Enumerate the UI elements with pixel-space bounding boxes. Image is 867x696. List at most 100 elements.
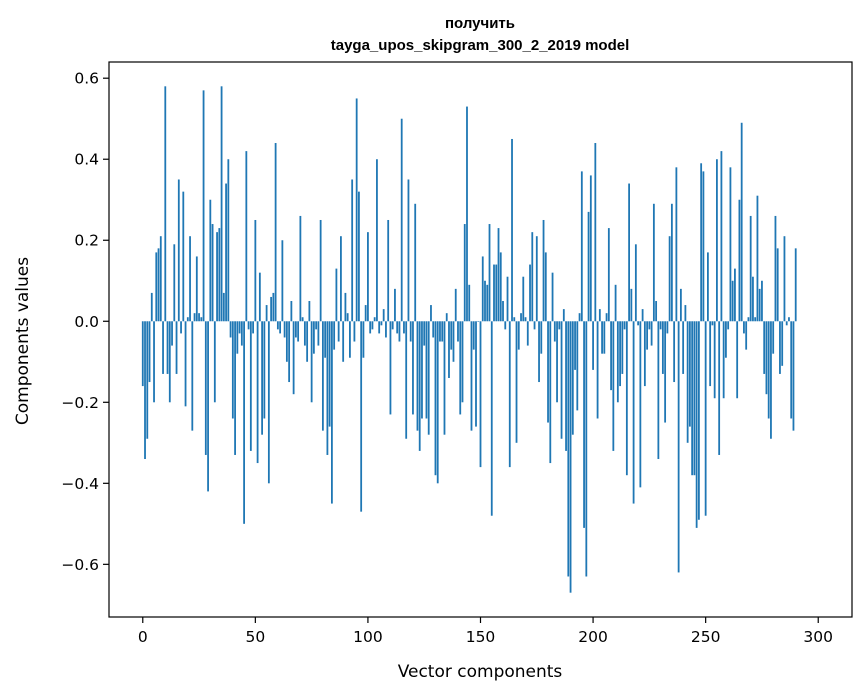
bar-263 (734, 268, 736, 322)
x-axis-ticks: 0 50 100 150 200 250 300 (138, 617, 833, 646)
bar-146 (470, 321, 473, 431)
bar-185 (558, 321, 561, 330)
bar-145 (468, 284, 471, 322)
bar-23 (193, 313, 196, 322)
bar-91 (346, 313, 349, 322)
bar-125 (423, 321, 426, 346)
bar-186 (560, 321, 563, 439)
bar-31 (211, 224, 214, 322)
bar-200 (592, 321, 594, 370)
bar-7 (157, 248, 160, 322)
bar-272 (754, 317, 757, 322)
bar-234 (668, 236, 671, 322)
bar-193 (576, 321, 579, 411)
bar-227 (652, 203, 655, 322)
bar-57 (270, 296, 273, 322)
bar-275 (761, 280, 763, 322)
bar-217 (630, 288, 633, 322)
bar-180 (547, 321, 549, 423)
bar-117 (405, 321, 408, 439)
bar-179 (544, 252, 547, 322)
bar-142 (461, 321, 464, 403)
bar-16 (177, 179, 180, 322)
bar-178 (542, 219, 545, 322)
bar-280 (772, 321, 775, 354)
y-tick-label-0: −0.6 (61, 556, 99, 574)
bar-85 (333, 321, 336, 350)
bar-64 (285, 321, 288, 362)
y-axis-label: Components values (13, 257, 33, 425)
chart-title-line-1: получить (445, 15, 515, 32)
bar-118 (407, 179, 410, 322)
bar-131 (436, 321, 439, 484)
bar-113 (396, 321, 399, 334)
bar-245 (693, 321, 696, 476)
bar-69 (297, 321, 300, 342)
bar-84 (331, 321, 333, 504)
bar-19 (184, 321, 187, 407)
bar-164 (511, 138, 513, 322)
bar-99 (364, 305, 367, 322)
bar-101 (369, 321, 372, 334)
bar-252 (709, 321, 712, 387)
bar-38 (227, 159, 230, 322)
bar-87 (337, 321, 340, 342)
bar-256 (718, 321, 721, 455)
bar-97 (360, 321, 363, 512)
bar-231 (661, 321, 664, 374)
bar-105 (378, 321, 381, 334)
bar-140 (457, 321, 459, 342)
bar-77 (315, 321, 318, 330)
bar-73 (306, 321, 309, 362)
bar-94 (353, 321, 356, 342)
x-tick-label-1: 50 (245, 628, 265, 646)
bar-188 (565, 321, 567, 451)
bar-270 (749, 215, 752, 322)
bar-52 (258, 272, 261, 322)
bar-259 (725, 321, 727, 358)
bar-103 (373, 317, 376, 322)
bar-132 (439, 321, 441, 342)
bar-223 (643, 321, 646, 387)
bar-265 (738, 199, 741, 322)
bar-96 (358, 191, 360, 322)
bar-191 (571, 321, 574, 435)
bar-168 (520, 313, 522, 322)
bar-153 (486, 284, 489, 322)
bar-268 (745, 321, 748, 350)
bar-100 (367, 232, 369, 322)
bar-196 (583, 321, 585, 528)
bar-264 (736, 321, 739, 399)
bar-48 (249, 321, 252, 451)
bar-series (141, 86, 797, 593)
x-tick-label-3: 150 (466, 628, 496, 646)
bar-71 (301, 317, 304, 322)
bar-151 (481, 256, 484, 322)
x-tick-label-2: 100 (353, 628, 383, 646)
bar-266 (740, 122, 743, 322)
bar-210 (614, 284, 617, 322)
bar-197 (585, 321, 588, 577)
bar-176 (538, 321, 540, 383)
bar-169 (522, 276, 525, 322)
y-tick-label-6: 0.6 (74, 70, 99, 88)
bar-66 (290, 301, 293, 322)
bar-155 (490, 321, 493, 516)
bar-8 (159, 236, 162, 322)
bar-198 (587, 211, 590, 322)
bar-214 (623, 321, 626, 330)
bar-204 (601, 321, 603, 354)
bar-163 (508, 321, 511, 468)
bar-283 (779, 321, 781, 374)
bar-167 (517, 321, 520, 350)
bar-130 (434, 321, 437, 476)
bar-189 (567, 321, 570, 577)
bar-260 (727, 321, 730, 330)
bar-121 (414, 203, 417, 322)
bar-137 (450, 321, 453, 350)
bar-236 (673, 321, 676, 383)
bar-106 (380, 321, 383, 326)
bar-72 (303, 321, 306, 346)
bar-211 (616, 321, 619, 403)
bar-95 (355, 98, 358, 322)
